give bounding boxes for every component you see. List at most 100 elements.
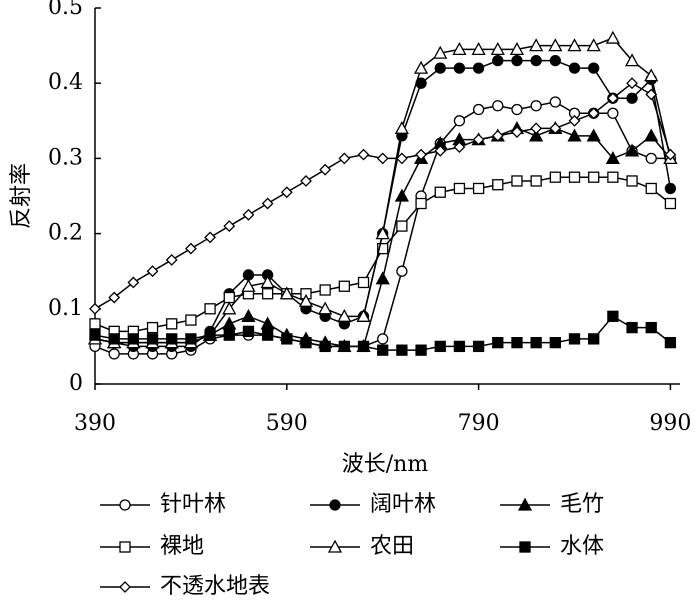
x-tick-label: 590 — [266, 411, 308, 436]
marker — [395, 152, 408, 165]
marker — [434, 144, 447, 157]
marker — [338, 280, 350, 292]
marker — [549, 122, 562, 135]
marker — [89, 318, 101, 330]
marker — [492, 100, 504, 112]
marker — [204, 231, 217, 244]
marker — [434, 186, 446, 198]
marker — [242, 208, 255, 221]
marker — [396, 265, 408, 277]
marker — [146, 321, 159, 334]
marker — [492, 54, 504, 67]
marker — [530, 54, 542, 67]
marker — [490, 42, 505, 56]
marker — [492, 179, 504, 191]
marker — [300, 175, 312, 187]
marker — [453, 115, 466, 127]
marker — [242, 269, 255, 281]
marker — [548, 38, 563, 52]
marker — [279, 286, 294, 300]
marker — [453, 62, 466, 74]
marker — [605, 30, 620, 44]
marker — [166, 318, 178, 330]
marker — [530, 175, 542, 187]
marker — [261, 288, 274, 300]
marker — [587, 107, 600, 120]
marker — [549, 54, 561, 67]
marker — [357, 148, 370, 161]
y-tick-label: 0.2 — [48, 221, 83, 246]
legend-marker — [119, 541, 131, 553]
marker — [185, 333, 197, 345]
marker — [415, 197, 427, 210]
marker — [108, 291, 121, 304]
marker — [605, 151, 620, 165]
legend-marker — [327, 539, 343, 553]
marker — [529, 128, 544, 142]
legend-label: 不透水地表 — [160, 574, 270, 599]
marker — [588, 171, 600, 183]
marker — [588, 333, 600, 345]
marker — [108, 348, 120, 360]
marker — [166, 333, 178, 345]
marker — [472, 103, 485, 116]
marker — [511, 126, 523, 138]
legend-label: 阔叶林 — [370, 492, 436, 517]
marker — [567, 128, 582, 142]
legend-label: 针叶林 — [160, 492, 226, 517]
marker — [664, 197, 677, 210]
marker — [568, 114, 581, 127]
marker — [377, 242, 389, 255]
marker — [394, 188, 409, 202]
marker — [223, 291, 235, 304]
marker — [471, 42, 486, 56]
marker — [472, 340, 485, 353]
marker — [108, 333, 120, 345]
marker — [644, 68, 659, 82]
marker — [530, 100, 542, 112]
marker — [184, 242, 197, 255]
marker — [319, 284, 331, 296]
marker — [356, 308, 371, 322]
marker — [223, 329, 235, 341]
marker — [357, 340, 370, 353]
marker — [338, 152, 351, 165]
marker — [624, 53, 640, 67]
marker — [530, 336, 542, 349]
marker — [568, 171, 581, 183]
marker — [242, 325, 255, 338]
marker — [185, 314, 197, 326]
marker — [529, 38, 544, 52]
marker — [396, 344, 408, 356]
marker — [511, 103, 523, 116]
legend-label: 毛竹 — [560, 492, 604, 517]
marker — [434, 62, 446, 74]
marker — [127, 276, 140, 289]
series-line — [94, 59, 672, 348]
marker — [472, 133, 485, 146]
marker — [415, 344, 427, 356]
marker — [281, 333, 293, 345]
marker — [645, 152, 657, 165]
marker — [586, 38, 601, 52]
marker — [338, 340, 350, 353]
marker — [241, 278, 256, 292]
legend-marker — [329, 499, 341, 511]
marker — [222, 316, 237, 330]
marker — [280, 186, 293, 199]
marker — [491, 129, 504, 142]
marker — [664, 182, 677, 195]
marker — [298, 293, 314, 307]
marker — [511, 336, 523, 349]
marker — [626, 175, 638, 187]
marker — [452, 42, 467, 56]
marker — [568, 62, 581, 74]
marker — [453, 182, 466, 195]
marker — [472, 62, 485, 74]
marker — [511, 175, 523, 187]
marker — [626, 77, 638, 90]
x-tick-label: 790 — [458, 411, 500, 436]
marker — [260, 316, 275, 330]
